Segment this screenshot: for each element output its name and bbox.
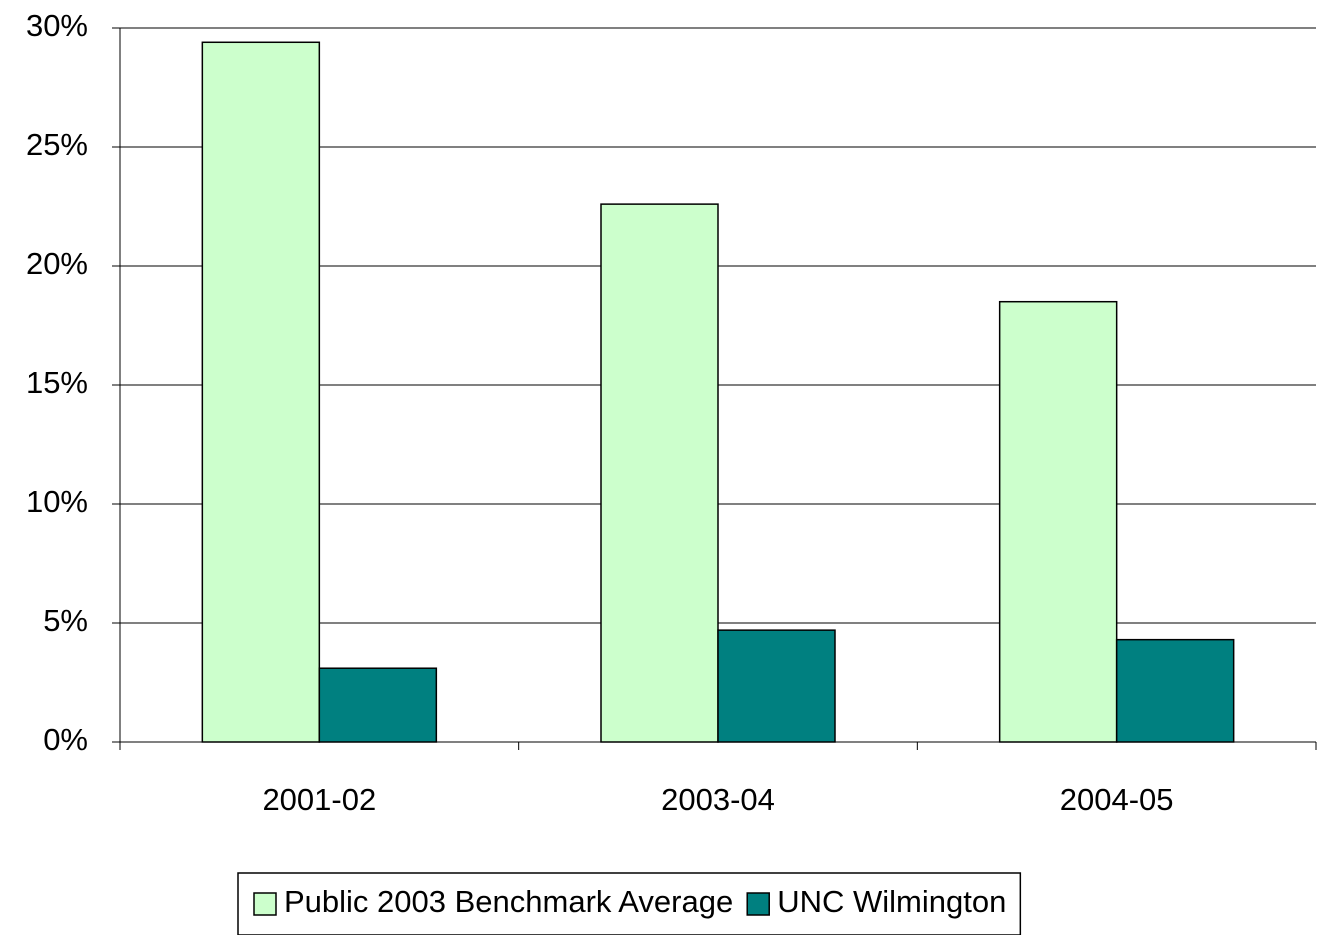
x-tick-label: 2003-04 [661,782,775,817]
legend-label: UNC Wilmington [777,884,1006,919]
bar [318,667,438,743]
y-tick-label: 5% [43,603,88,638]
bar [717,629,836,743]
bar [600,203,719,743]
legend-swatch [746,892,770,916]
bar [1115,638,1235,743]
x-tick-label: 2004-05 [1060,782,1174,817]
legend [237,872,1022,935]
y-tick-label: 25% [26,127,88,162]
x-tick-label: 2001-02 [262,782,376,817]
legend-swatch [253,892,277,916]
y-tick-label: 20% [26,246,88,281]
y-tick-label: 15% [26,365,88,400]
y-tick-label: 30% [26,8,88,43]
legend-label: Public 2003 Benchmark Average [284,884,733,919]
y-tick-label: 0% [43,722,88,757]
y-tick-label: 10% [26,484,88,519]
bar [201,41,321,743]
bar [998,300,1118,743]
